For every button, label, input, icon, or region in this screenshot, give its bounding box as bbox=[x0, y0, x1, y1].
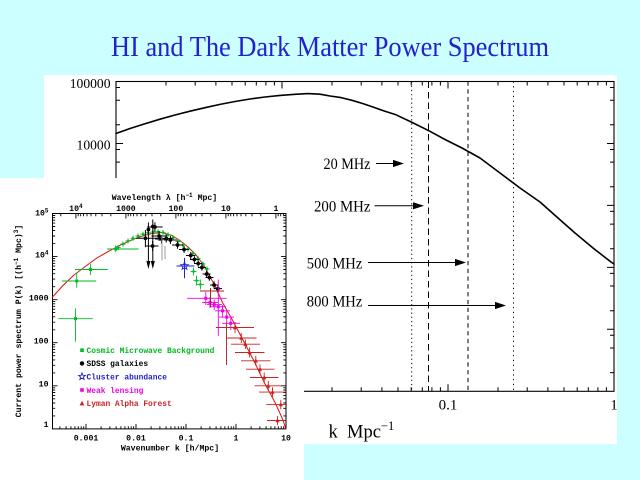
svg-text:0.1: 0.1 bbox=[179, 435, 194, 444]
svg-text:10: 10 bbox=[221, 205, 231, 214]
svg-text:1000: 1000 bbox=[29, 295, 49, 304]
svg-text:Weak lensing: Weak lensing bbox=[87, 387, 144, 396]
svg-text:10: 10 bbox=[281, 435, 291, 444]
svg-text:Current power spectrum P(k) [(: Current power spectrum P(k) [(h−1 Mpc)3] bbox=[13, 225, 24, 418]
svg-text:SDSS galaxies: SDSS galaxies bbox=[87, 360, 149, 369]
svg-text:Cluster abundance: Cluster abundance bbox=[87, 373, 168, 382]
svg-text:1000: 1000 bbox=[116, 205, 136, 214]
svg-text:100000: 100000 bbox=[70, 76, 111, 91]
svg-text:200 MHz: 200 MHz bbox=[314, 199, 371, 216]
svg-text:0.01: 0.01 bbox=[126, 435, 146, 444]
svg-text:20 MHz: 20 MHz bbox=[324, 156, 371, 173]
svg-text:k Mpc−1: k Mpc−1 bbox=[329, 419, 395, 443]
svg-text:0.001: 0.001 bbox=[74, 435, 99, 444]
svg-text:0.1: 0.1 bbox=[439, 398, 458, 414]
svg-text:Lyman Alpha Forest: Lyman Alpha Forest bbox=[87, 400, 172, 409]
svg-text:800 MHz: 800 MHz bbox=[307, 293, 363, 310]
svg-text:Cosmic Microwave Background: Cosmic Microwave Background bbox=[87, 347, 215, 356]
svg-text:Wavenumber k [h/Mpc]: Wavenumber k [h/Mpc] bbox=[121, 444, 219, 454]
svg-text:500 MHz: 500 MHz bbox=[307, 256, 363, 273]
svg-text:Wavelength λ [h−1 Mpc]: Wavelength λ [h−1 Mpc] bbox=[112, 192, 217, 203]
svg-text:100: 100 bbox=[169, 205, 184, 214]
svg-text:HI and The Dark Matter Power S: HI and The Dark Matter Power Spectrum bbox=[111, 31, 549, 63]
svg-text:104: 104 bbox=[35, 250, 49, 261]
svg-text:1: 1 bbox=[273, 205, 278, 214]
svg-text:1: 1 bbox=[234, 435, 239, 444]
svg-text:1: 1 bbox=[610, 398, 618, 414]
svg-text:104: 104 bbox=[69, 203, 83, 214]
svg-text:100: 100 bbox=[34, 338, 49, 347]
svg-text:10: 10 bbox=[39, 380, 49, 389]
svg-text:105: 105 bbox=[35, 208, 49, 219]
svg-text:1: 1 bbox=[44, 421, 49, 430]
svg-text:10000: 10000 bbox=[77, 138, 111, 153]
